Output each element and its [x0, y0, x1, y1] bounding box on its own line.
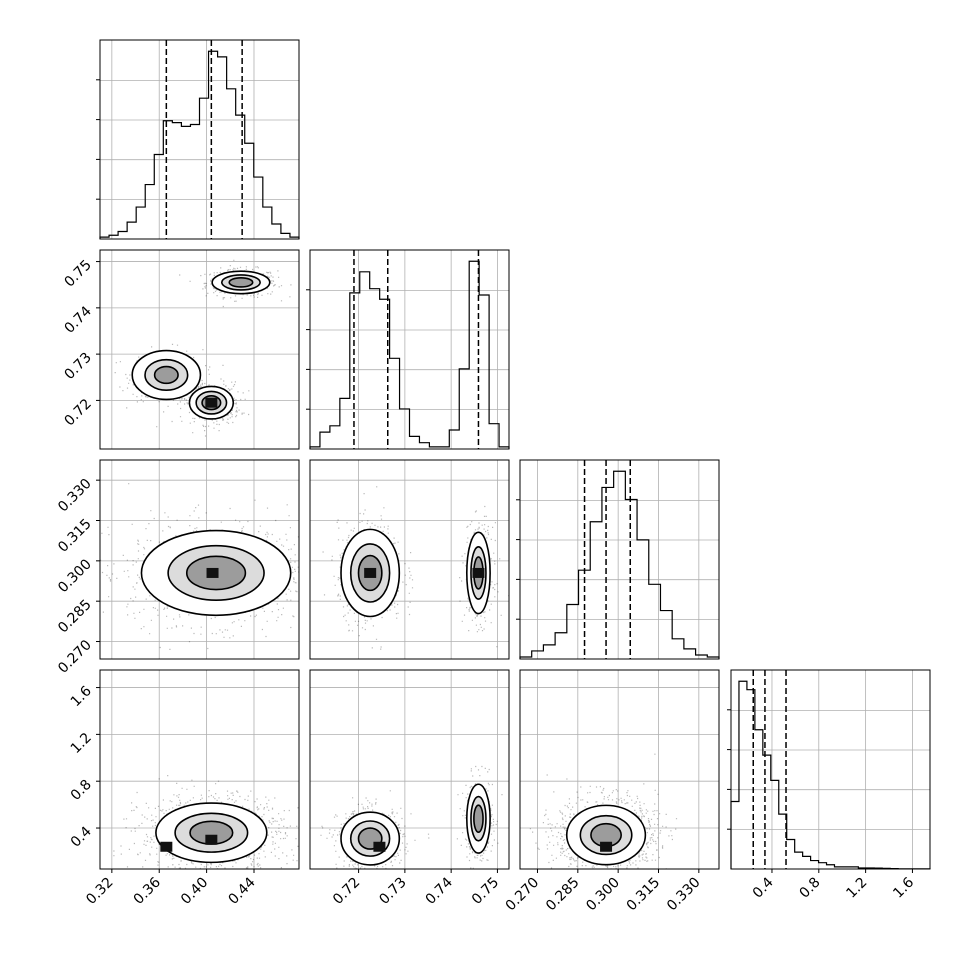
density-peak	[364, 567, 377, 578]
x-tick-label-p4: 1.6	[890, 874, 917, 901]
panel-content	[100, 250, 299, 449]
y-tick-label-p3: 0.315	[55, 516, 95, 556]
scatter-panel-3-0	[99, 669, 300, 870]
hist-step-4	[730, 680, 931, 870]
y-tick-label-p3: 0.270	[55, 637, 95, 677]
panel-frame	[309, 459, 510, 660]
y-tick-label-p3: 0.330	[55, 476, 95, 516]
panel-frame	[99, 459, 300, 660]
scatter-panel-2-0	[99, 459, 300, 660]
x-tick-label-p2: 0.74	[423, 874, 456, 907]
density-peak	[373, 841, 386, 852]
density-peak	[472, 567, 485, 578]
panel-content	[100, 670, 299, 869]
hist-frame	[99, 39, 300, 240]
hist-panel-3	[516, 459, 720, 660]
y-tick-label-p3: 0.285	[55, 597, 95, 637]
hist-frame	[309, 249, 510, 450]
panel-content	[310, 460, 509, 659]
density-peak	[205, 834, 218, 845]
x-tick-label-p4: 0.8	[797, 875, 824, 902]
x-tick-label-p2: 0.73	[376, 875, 409, 908]
scatter-panel-3-2	[519, 669, 720, 870]
x-tick-label-p4: 1.2	[843, 875, 870, 902]
contour-level	[228, 277, 254, 288]
x-tick-label-p3: 0.330	[664, 875, 704, 915]
scatter-panel-2-1	[309, 459, 510, 660]
x-tick-label-p3: 0.285	[543, 875, 583, 915]
x-tick-label-p1: 0.40	[178, 875, 211, 908]
y-tick-label-p2: 0.75	[61, 257, 94, 290]
y-tick-label-p2: 0.74	[61, 303, 94, 336]
density-peak	[160, 841, 173, 852]
density-peak	[600, 841, 613, 852]
y-tick-label-p2: 0.73	[61, 350, 94, 383]
density-peak	[205, 397, 218, 408]
scatter-panel-1-0	[99, 249, 300, 450]
hist-panel-2	[306, 249, 510, 450]
x-tick-label-p1: 0.44	[225, 874, 258, 907]
y-tick-label-p4: 1.6	[68, 683, 95, 710]
x-tick-label-p3: 0.300	[583, 875, 623, 915]
y-tick-label-p3: 0.300	[55, 556, 95, 596]
hist-frame	[730, 669, 931, 870]
panel-content	[100, 460, 299, 659]
hist-step-3	[519, 470, 720, 659]
x-tick-label-p2: 0.72	[330, 875, 363, 908]
panel-content	[520, 670, 719, 869]
x-tick-label-p1: 0.36	[131, 874, 164, 907]
x-tick-label-p3: 0.270	[503, 875, 543, 915]
y-tick-label-p4: 0.8	[68, 777, 95, 804]
y-tick-label-p4: 0.4	[68, 823, 95, 850]
y-tick-label-p4: 1.2	[68, 730, 95, 757]
x-tick-label-p1: 0.32	[83, 875, 116, 908]
x-tick-label-p3: 0.315	[624, 875, 664, 915]
x-tick-label-p4: 0.4	[750, 874, 777, 901]
panel-frame	[99, 669, 300, 870]
hist-frame	[519, 459, 720, 660]
hist-step-1	[99, 50, 300, 239]
x-tick-label-p2: 0.75	[469, 875, 502, 908]
scatter-panel-3-1	[309, 669, 510, 870]
panel-frame	[99, 249, 300, 450]
hist-panel-1	[96, 39, 300, 240]
y-tick-label-p2: 0.72	[61, 396, 94, 429]
hist-panel-4	[727, 669, 931, 870]
panel-content	[310, 670, 509, 869]
contour-level	[473, 804, 484, 833]
contour-level	[153, 365, 179, 385]
panel-frame	[309, 669, 510, 870]
panel-frame	[519, 669, 720, 870]
density-peak	[206, 567, 219, 578]
